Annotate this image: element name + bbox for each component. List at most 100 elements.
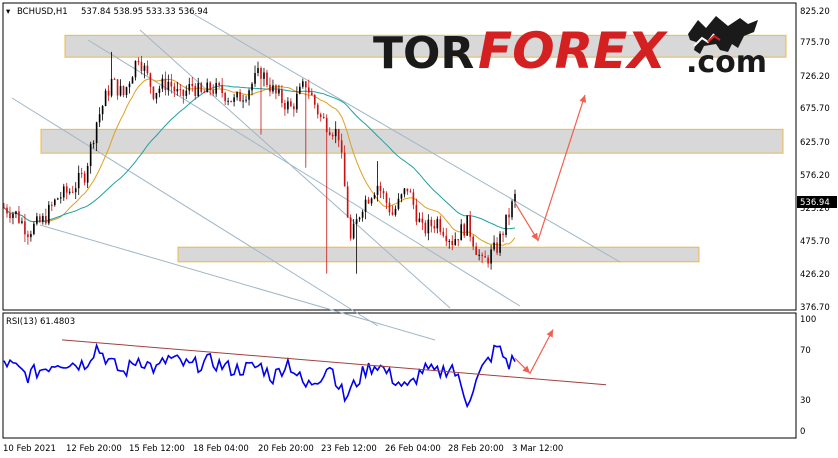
candle-body	[9, 213, 11, 219]
candle-body	[394, 208, 397, 215]
price-tick: 726.20	[800, 72, 830, 82]
forecast-arrows	[514, 94, 587, 375]
candle-body	[146, 65, 149, 74]
candle-body	[128, 83, 131, 88]
candle-body	[77, 172, 80, 189]
candle-body	[502, 233, 504, 235]
candle-body	[119, 85, 122, 96]
candle-body	[236, 92, 238, 98]
torforex-logo: TOR FOREX .com	[373, 16, 767, 80]
candle-body	[478, 254, 480, 256]
candle-body	[65, 186, 68, 193]
candle-body	[484, 256, 486, 258]
candle-body	[490, 249, 492, 264]
candle-body	[412, 192, 415, 205]
logo-text-tor: TOR	[373, 28, 474, 79]
candle-body	[385, 193, 388, 203]
candle-body	[364, 199, 367, 212]
candle-body	[436, 219, 439, 229]
rsi-level-label: 30	[800, 396, 811, 406]
candle-body	[481, 254, 483, 257]
trend-line	[139, 29, 451, 309]
candle-body	[424, 222, 427, 234]
candle-body	[203, 91, 206, 93]
candle-body	[421, 218, 424, 223]
rsi-line	[3, 342, 516, 409]
candle-body	[284, 103, 286, 110]
candle-body	[373, 194, 376, 199]
candle-body	[39, 216, 41, 222]
trend-line	[189, 11, 621, 263]
time-tick: 18 Feb 04:00	[193, 444, 249, 454]
candle-body	[367, 199, 370, 204]
candle-body	[260, 68, 262, 79]
candle-body	[263, 72, 265, 79]
candle-body	[466, 215, 469, 236]
trend-line	[11, 97, 379, 327]
candle-body	[352, 223, 355, 239]
candle-body	[116, 79, 119, 96]
candle-body	[212, 90, 214, 94]
candle-body	[71, 191, 74, 193]
candle-body	[80, 172, 83, 174]
candle-body	[358, 217, 361, 220]
candle-body	[24, 221, 26, 235]
support-zone	[177, 246, 700, 263]
candle-body	[266, 72, 268, 85]
candle-body	[313, 95, 316, 105]
candle-body	[296, 93, 298, 110]
candle-body	[272, 85, 274, 92]
rsi-level-label: 0	[800, 427, 805, 437]
rsi-indicator	[3, 339, 607, 409]
candle-body	[493, 242, 495, 250]
ma-slow-line	[3, 85, 516, 230]
candle-body	[137, 60, 140, 62]
candle-body	[95, 122, 98, 144]
candle-body	[170, 81, 173, 87]
candle-body	[334, 128, 337, 137]
candle-body	[12, 213, 14, 219]
candle-body	[104, 90, 107, 107]
candle-body	[442, 231, 445, 236]
candle-body	[415, 204, 418, 222]
time-tick: 23 Feb 12:00	[321, 444, 377, 454]
candle-body	[92, 143, 95, 145]
price-tick: 576.20	[800, 171, 830, 181]
candle-body	[245, 99, 247, 101]
current-price-label: 536.94	[800, 198, 830, 208]
candle-body	[224, 93, 226, 102]
candle-body	[131, 77, 134, 84]
candle-body	[293, 106, 295, 110]
price-forecast-arrow-head	[579, 94, 587, 103]
candle-body	[325, 118, 328, 133]
candle-body	[487, 257, 489, 264]
candle-body	[463, 224, 466, 236]
candle-body	[167, 81, 170, 91]
candle-body	[514, 194, 516, 202]
candle-body	[251, 83, 253, 91]
candle-body	[275, 85, 277, 94]
candle-body	[89, 143, 92, 167]
candle-body	[53, 199, 56, 206]
rsi-level-label: 100	[800, 315, 816, 325]
candle-body	[307, 87, 310, 93]
bull-logo-icon	[688, 16, 758, 54]
candle-body	[152, 86, 155, 99]
candle-body	[406, 188, 409, 192]
candle-body	[209, 82, 212, 91]
ma-fast-line	[3, 78, 516, 246]
candle-body	[460, 224, 463, 241]
price-axis: 825.20 775.70 726.20 675.70 625.70 576.2…	[800, 7, 830, 313]
candle-body	[110, 78, 113, 96]
candle-body	[418, 218, 421, 222]
candle-body	[391, 212, 394, 215]
candle-body	[179, 89, 182, 91]
candle-body	[140, 61, 143, 71]
candle-body	[257, 68, 259, 74]
candle-body	[33, 223, 35, 235]
moving-averages	[3, 78, 516, 246]
candle-body	[269, 84, 271, 92]
price-tick: 775.70	[800, 38, 830, 48]
